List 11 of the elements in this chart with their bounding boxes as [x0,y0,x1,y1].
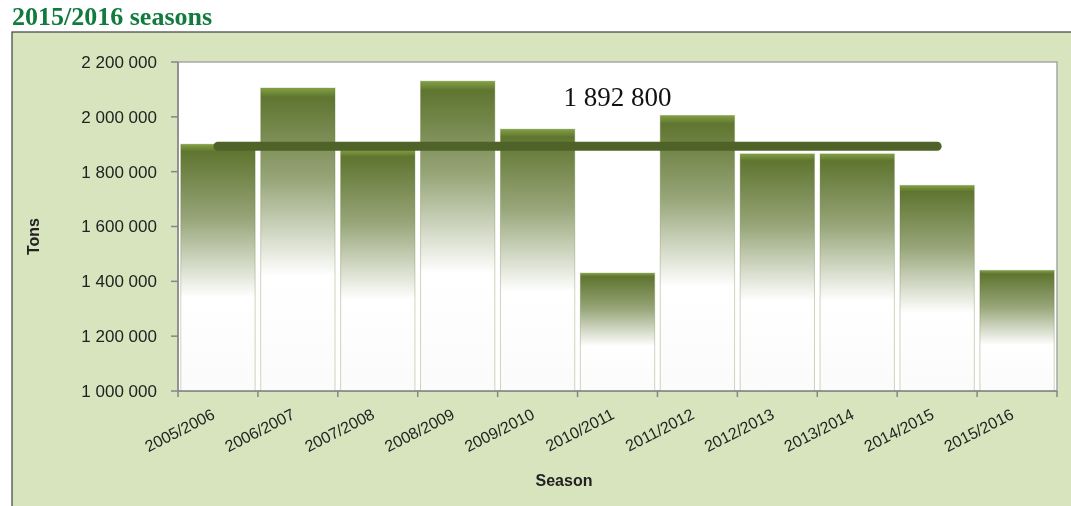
x-axis-title: Season [535,472,593,489]
chart-title: 2015/2016 seasons [12,2,213,31]
y-tick-label: 2 000 000 [81,107,157,127]
annotation: 1 892 800 [563,82,672,113]
y-tick-label: 1 400 000 [81,272,157,292]
y-tick-label: 2 200 000 [81,52,157,72]
y-tick-label: 1 600 000 [81,217,157,237]
y-tick-label: 1 800 000 [81,162,157,182]
y-tick-label: 1 200 000 [81,327,157,347]
y-tick-label: 1 000 000 [81,381,157,401]
y-axis-title: Tons [25,217,42,256]
